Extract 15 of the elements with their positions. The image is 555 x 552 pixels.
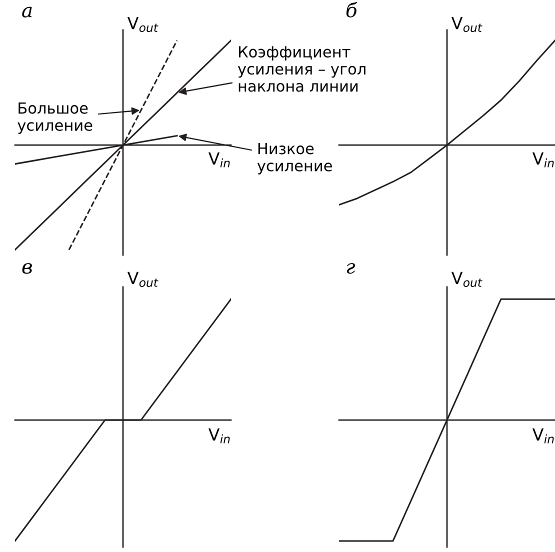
- y-axis-title: V$_{out}$: [451, 272, 482, 287]
- chart-title: в: [22, 263, 32, 274]
- x-axis-title: V$_{in}$: [208, 152, 230, 168]
- annotation: Коэффициент усиления – угол наклона линии: [238, 46, 366, 92]
- text: Низкое усиление: [257, 142, 332, 174]
- x-axis-title: V$_{in}$: [532, 152, 554, 168]
- y-axis-title: V$_{out}$: [127, 16, 158, 32]
- chart-title: г: [346, 263, 356, 274]
- chart-title: б: [346, 2, 358, 18]
- y-axis-title: V$_{out}$: [127, 272, 158, 287]
- x-axis-title: V$_{in}$: [208, 428, 230, 444]
- y-axis-title: V$_{out}$: [451, 16, 482, 32]
- x-axis-title: V$_{in}$: [532, 428, 554, 444]
- chart-title: а: [22, 6, 32, 18]
- annotation: Большое усиление: [18, 102, 92, 134]
